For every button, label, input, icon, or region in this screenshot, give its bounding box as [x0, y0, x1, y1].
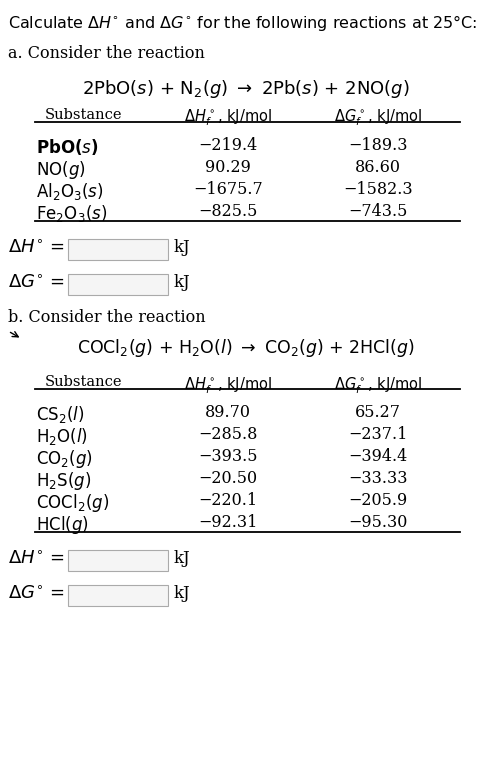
Text: CS$_2$($l$): CS$_2$($l$) — [36, 404, 84, 425]
Text: NO($g$): NO($g$) — [36, 159, 85, 181]
Text: −205.9: −205.9 — [349, 492, 408, 509]
Text: 90.29: 90.29 — [205, 159, 251, 176]
Text: $\Delta G^{\circ}$ =: $\Delta G^{\circ}$ = — [8, 585, 65, 603]
Text: −95.30: −95.30 — [348, 514, 408, 531]
Text: COCl$_2$($g$) + H$_2$O($l$) $\rightarrow$ CO$_2$($g$) + 2HCl($g$): COCl$_2$($g$) + H$_2$O($l$) $\rightarrow… — [77, 337, 415, 359]
Bar — [68, 274, 168, 295]
Text: a. Consider the reaction: a. Consider the reaction — [8, 45, 205, 62]
Text: $\Delta G^\circ_f$, kJ/mol: $\Delta G^\circ_f$, kJ/mol — [334, 375, 422, 395]
Text: $\Delta H^\circ_f$, kJ/mol: $\Delta H^\circ_f$, kJ/mol — [184, 375, 272, 395]
Text: CO$_2$($g$): CO$_2$($g$) — [36, 448, 93, 470]
Text: −220.1: −220.1 — [198, 492, 258, 509]
Text: −285.8: −285.8 — [198, 426, 258, 443]
Text: $\Delta H^{\circ}$ =: $\Delta H^{\circ}$ = — [8, 239, 64, 257]
Text: Calculate $\Delta H^{\circ}$ and $\Delta G^{\circ}$ for the following reactions : Calculate $\Delta H^{\circ}$ and $\Delta… — [8, 13, 477, 33]
Text: Al$_2$O$_3$($s$): Al$_2$O$_3$($s$) — [36, 181, 104, 202]
Text: COCl$_2$($g$): COCl$_2$($g$) — [36, 492, 109, 514]
Text: −33.33: −33.33 — [348, 470, 408, 487]
Bar — [68, 585, 168, 606]
Text: 65.27: 65.27 — [355, 404, 401, 421]
Text: 89.70: 89.70 — [205, 404, 251, 421]
Text: −189.3: −189.3 — [348, 137, 408, 154]
Text: $\Delta G^\circ_f$, kJ/mol: $\Delta G^\circ_f$, kJ/mol — [334, 108, 422, 129]
Text: −237.1: −237.1 — [348, 426, 408, 443]
Text: −20.50: −20.50 — [198, 470, 258, 487]
Text: −219.4: −219.4 — [198, 137, 258, 154]
Text: −825.5: −825.5 — [198, 203, 258, 220]
Bar — [68, 239, 168, 260]
Text: Fe$_2$O$_3$($s$): Fe$_2$O$_3$($s$) — [36, 203, 107, 224]
Text: 2PbO($s$) + N$_2$($g$) $\rightarrow$ 2Pb($s$) + 2NO($g$): 2PbO($s$) + N$_2$($g$) $\rightarrow$ 2Pb… — [82, 78, 410, 100]
Text: −92.31: −92.31 — [198, 514, 258, 531]
Text: $\Delta G^{\circ}$ =: $\Delta G^{\circ}$ = — [8, 274, 65, 292]
Text: Substance: Substance — [45, 375, 122, 389]
Text: kJ: kJ — [174, 274, 191, 291]
Text: −743.5: −743.5 — [348, 203, 408, 220]
Text: HCl($g$): HCl($g$) — [36, 514, 89, 536]
Text: H$_2$O($l$): H$_2$O($l$) — [36, 426, 88, 447]
Text: Substance: Substance — [45, 108, 122, 122]
Text: −393.5: −393.5 — [198, 448, 258, 465]
Text: kJ: kJ — [174, 550, 191, 567]
Bar — [68, 550, 168, 571]
Text: kJ: kJ — [174, 239, 191, 256]
Text: PbO($s$): PbO($s$) — [36, 137, 99, 157]
Text: b. Consider the reaction: b. Consider the reaction — [8, 309, 206, 326]
Text: $\Delta H^\circ_f$, kJ/mol: $\Delta H^\circ_f$, kJ/mol — [184, 108, 272, 129]
Text: 86.60: 86.60 — [355, 159, 401, 176]
Text: H$_2$S($g$): H$_2$S($g$) — [36, 470, 91, 492]
Text: −394.4: −394.4 — [349, 448, 408, 465]
Text: −1582.3: −1582.3 — [343, 181, 413, 198]
Text: −1675.7: −1675.7 — [193, 181, 263, 198]
Text: $\Delta H^{\circ}$ =: $\Delta H^{\circ}$ = — [8, 550, 64, 568]
Text: kJ: kJ — [174, 585, 191, 602]
